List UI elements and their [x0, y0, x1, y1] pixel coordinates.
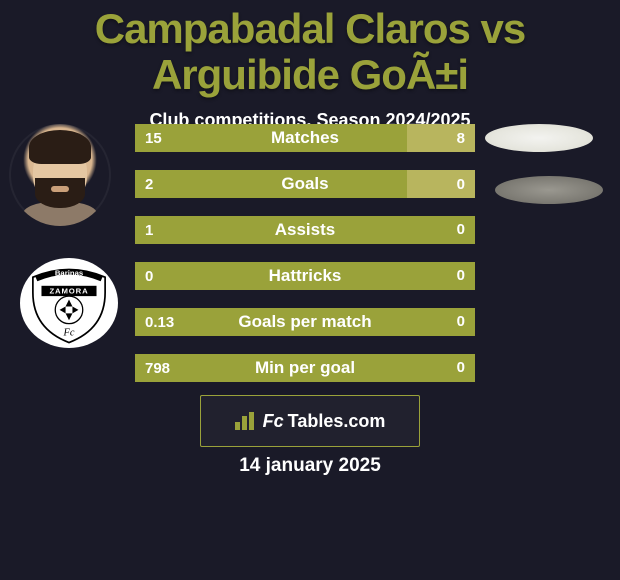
page-root: Campabadal Claros vs Arguibide GoÃ±i Clu…: [0, 0, 620, 580]
stat-row: 158Matches: [135, 124, 475, 152]
stat-left-value: 2: [135, 176, 163, 193]
stat-row: 0.130Goals per match: [135, 308, 475, 336]
stat-left-segment: 798: [135, 354, 475, 382]
stat-right-value: 0: [447, 308, 475, 336]
stat-left-value: 1: [135, 222, 163, 239]
bars-icon: [235, 412, 255, 430]
stat-left-value: 0.13: [135, 314, 184, 331]
stat-left-value: 0: [135, 268, 163, 285]
stat-row: 7980Min per goal: [135, 354, 475, 382]
logo-main-text: ZAMORA: [49, 287, 88, 296]
player1-avatar: [9, 124, 111, 226]
stat-right-value: 0: [447, 216, 475, 244]
stats-container: 158Matches20Goals10Assists00Hattricks0.1…: [135, 124, 475, 400]
stat-left-segment: 1: [135, 216, 475, 244]
fctables-suffix: Tables.com: [288, 411, 386, 432]
stat-right-value: 0: [447, 176, 475, 193]
logo-sub-text: Fc: [63, 328, 75, 339]
stat-left-value: 798: [135, 360, 180, 377]
logo-top-text: Barinas: [55, 268, 83, 277]
club-logo: Barinas ZAMORA Fc: [20, 258, 118, 348]
stat-left-segment: 2: [135, 170, 407, 198]
stat-row: 00Hattricks: [135, 262, 475, 290]
stat-right-value: 0: [447, 354, 475, 382]
stat-row: 20Goals: [135, 170, 475, 198]
stat-left-value: 15: [135, 130, 172, 147]
stat-right-value: 8: [447, 130, 475, 147]
player2-logo: [495, 176, 603, 204]
fctables-prefix: Fc: [263, 411, 284, 432]
stat-left-segment: 0: [135, 262, 475, 290]
player2-avatar: [485, 124, 593, 152]
stat-left-segment: 0.13: [135, 308, 475, 336]
date-text: 14 january 2025: [0, 455, 620, 477]
stat-right-segment: 8: [407, 124, 475, 152]
stat-right-value: 0: [447, 262, 475, 290]
stat-left-segment: 15: [135, 124, 407, 152]
stat-right-segment: 0: [407, 170, 475, 198]
fctables-badge[interactable]: FcTables.com: [200, 395, 420, 447]
page-title: Campabadal Claros vs Arguibide GoÃ±i: [0, 0, 620, 98]
stat-row: 10Assists: [135, 216, 475, 244]
